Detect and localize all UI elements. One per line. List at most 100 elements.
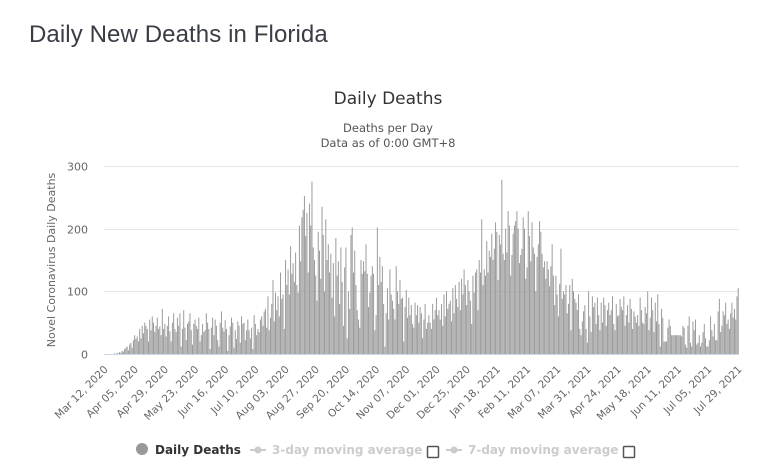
- bar[interactable]: [614, 330, 616, 354]
- bar[interactable]: [287, 269, 289, 354]
- bar[interactable]: [469, 300, 471, 354]
- bar[interactable]: [486, 241, 488, 354]
- bar[interactable]: [408, 297, 410, 354]
- bar[interactable]: [217, 340, 219, 354]
- bar[interactable]: [688, 316, 690, 354]
- bar[interactable]: [303, 196, 305, 354]
- bar[interactable]: [459, 310, 461, 354]
- bar[interactable]: [490, 256, 492, 354]
- bar[interactable]: [396, 291, 398, 354]
- bar[interactable]: [195, 325, 197, 354]
- bar[interactable]: [117, 353, 119, 354]
- bar[interactable]: [285, 260, 287, 354]
- bar[interactable]: [209, 348, 211, 354]
- bar[interactable]: [365, 244, 367, 354]
- bar[interactable]: [354, 250, 356, 354]
- bar[interactable]: [564, 294, 566, 354]
- bar[interactable]: [678, 335, 680, 354]
- bar[interactable]: [503, 260, 505, 354]
- bar[interactable]: [702, 332, 704, 354]
- bar[interactable]: [376, 227, 378, 354]
- bar[interactable]: [574, 298, 576, 354]
- bar[interactable]: [659, 346, 661, 354]
- bar[interactable]: [536, 256, 538, 354]
- bar[interactable]: [419, 307, 421, 354]
- bar[interactable]: [454, 285, 456, 354]
- bar[interactable]: [498, 234, 500, 354]
- bar[interactable]: [204, 330, 206, 354]
- bar[interactable]: [604, 305, 606, 354]
- bar[interactable]: [663, 341, 665, 354]
- bar[interactable]: [296, 285, 298, 354]
- bar[interactable]: [684, 344, 686, 354]
- bar[interactable]: [148, 341, 149, 354]
- bar[interactable]: [186, 323, 188, 354]
- bar[interactable]: [130, 342, 132, 354]
- bar[interactable]: [257, 328, 259, 354]
- bar[interactable]: [712, 336, 714, 354]
- bar[interactable]: [218, 346, 220, 354]
- bar[interactable]: [386, 288, 388, 354]
- bar[interactable]: [464, 285, 466, 354]
- bar[interactable]: [267, 296, 269, 354]
- legend-item-7-day-average[interactable]: 7-day moving average: [446, 443, 618, 457]
- bar[interactable]: [347, 291, 349, 354]
- bar[interactable]: [711, 330, 713, 354]
- bar[interactable]: [540, 231, 542, 354]
- bar[interactable]: [256, 335, 258, 354]
- bar[interactable]: [578, 294, 580, 354]
- bar[interactable]: [414, 302, 416, 354]
- bar[interactable]: [144, 322, 146, 354]
- bar[interactable]: [261, 316, 263, 354]
- bar[interactable]: [544, 261, 546, 354]
- legend-item-daily-deaths[interactable]: Daily Deaths: [136, 443, 241, 457]
- bar[interactable]: [227, 350, 229, 354]
- bar[interactable]: [622, 310, 624, 354]
- bar[interactable]: [434, 310, 436, 354]
- bar[interactable]: [516, 211, 518, 354]
- bar[interactable]: [291, 273, 293, 354]
- bar[interactable]: [697, 342, 699, 354]
- bar[interactable]: [374, 330, 376, 354]
- bar[interactable]: [579, 328, 581, 354]
- bar[interactable]: [650, 297, 652, 354]
- bar[interactable]: [567, 303, 569, 354]
- bar[interactable]: [565, 285, 567, 354]
- bar[interactable]: [696, 344, 698, 354]
- bar[interactable]: [324, 291, 326, 354]
- bar[interactable]: [331, 297, 333, 354]
- bar[interactable]: [159, 326, 161, 354]
- bar[interactable]: [479, 272, 481, 354]
- bar[interactable]: [251, 327, 253, 354]
- bar[interactable]: [691, 346, 693, 354]
- bar[interactable]: [160, 335, 162, 354]
- bar[interactable]: [220, 311, 222, 354]
- bar[interactable]: [213, 335, 215, 354]
- bar[interactable]: [492, 260, 494, 354]
- bar[interactable]: [385, 313, 387, 354]
- bar[interactable]: [687, 325, 689, 354]
- bar[interactable]: [535, 291, 537, 354]
- bar[interactable]: [681, 336, 683, 354]
- bar[interactable]: [716, 340, 718, 354]
- bar[interactable]: [180, 346, 182, 354]
- bar[interactable]: [586, 342, 588, 354]
- bar[interactable]: [488, 250, 490, 354]
- bar[interactable]: [733, 308, 735, 354]
- bar[interactable]: [591, 296, 593, 354]
- bar[interactable]: [640, 310, 642, 354]
- bar[interactable]: [409, 315, 411, 354]
- bar[interactable]: [219, 322, 221, 354]
- bar[interactable]: [609, 315, 611, 354]
- bar[interactable]: [662, 317, 664, 354]
- bar[interactable]: [449, 300, 451, 354]
- bar[interactable]: [210, 327, 212, 354]
- bar[interactable]: [273, 321, 275, 354]
- bar[interactable]: [666, 341, 668, 354]
- bar[interactable]: [302, 209, 304, 354]
- bar[interactable]: [487, 272, 489, 354]
- bar[interactable]: [653, 332, 655, 354]
- bar[interactable]: [228, 335, 230, 354]
- bar[interactable]: [135, 338, 137, 354]
- bar[interactable]: [723, 315, 725, 354]
